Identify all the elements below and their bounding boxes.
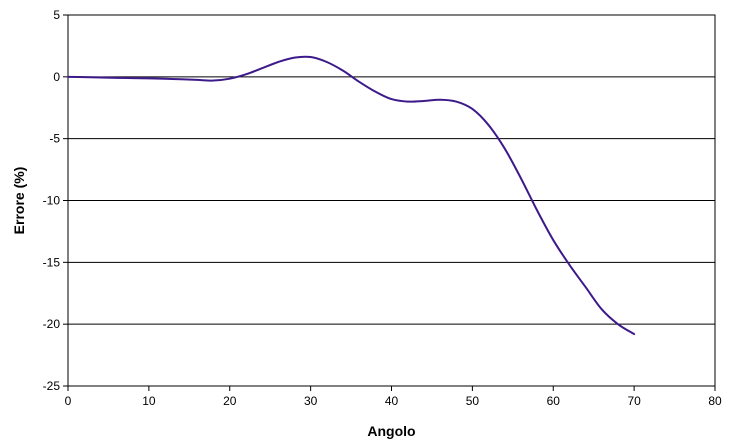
y-tick-label-5: -20 [43,317,61,331]
x-tick-label-7: 70 [627,394,641,408]
x-axis-title: Angolo [367,423,415,439]
y-tick-label-2: -5 [49,132,60,146]
y-tick-label-0: 5 [53,8,60,22]
x-tick-label-6: 60 [547,394,561,408]
series-line-0 [67,55,636,336]
y-tick-label-4: -15 [43,255,61,269]
y-tick-label-3: -10 [43,194,61,208]
y-tick-label-6: -25 [43,379,61,393]
series-layer [67,55,636,336]
x-tick-label-1: 10 [142,394,156,408]
x-tick-label-4: 40 [385,394,399,408]
x-tick-label-0: 0 [65,394,72,408]
y-axis: 5 0 -5 -10 -15 -20 -25 [43,8,68,393]
x-axis: 0 10 20 30 40 50 60 70 80 [65,386,722,408]
x-tick-label-5: 50 [466,394,480,408]
y-tick-label-1: 0 [53,70,60,84]
x-tick-label-3: 30 [304,394,318,408]
x-tick-label-2: 20 [223,394,237,408]
grid-layer [68,14,715,387]
x-tick-label-8: 80 [708,394,722,408]
y-axis-title: Errore (%) [11,167,27,235]
